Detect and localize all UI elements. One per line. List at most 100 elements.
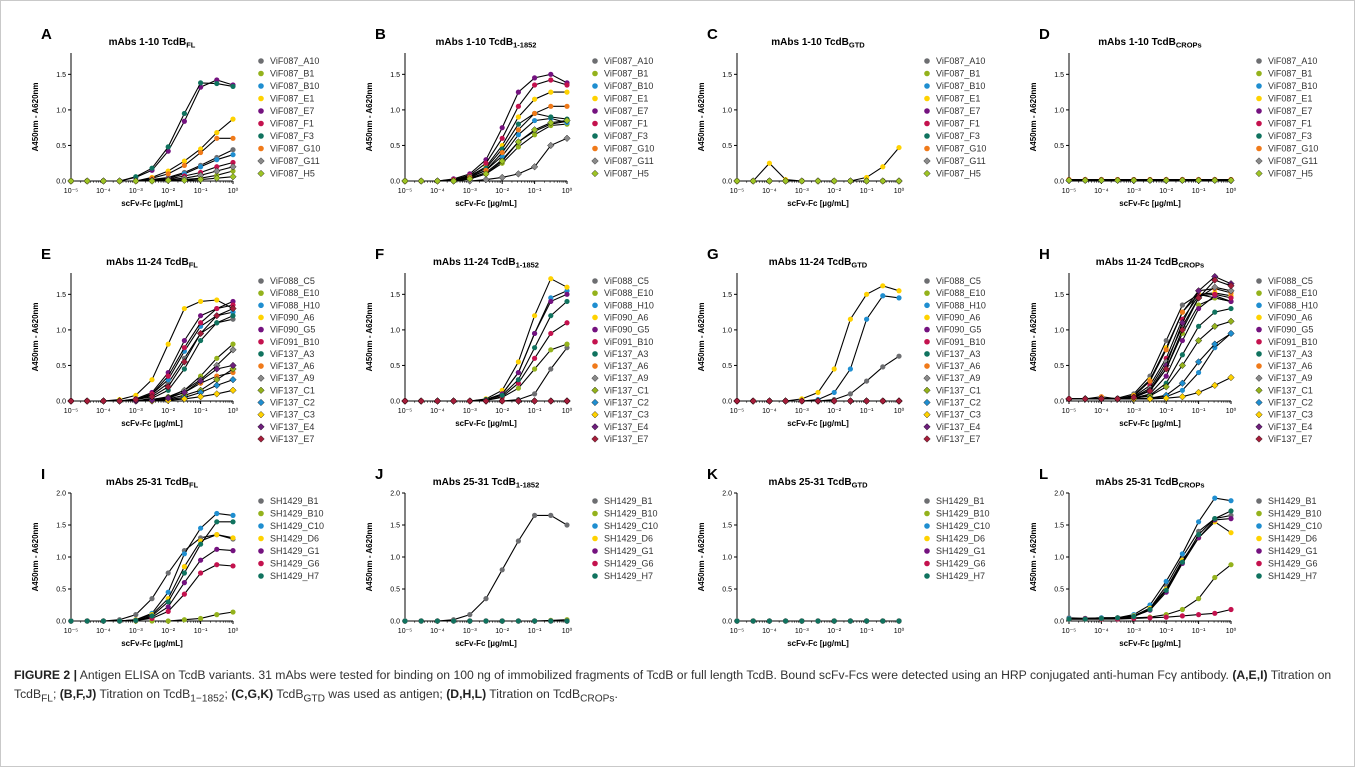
series-line [405,294,567,401]
data-point [1180,388,1185,393]
x-axis-label: scFv-Fc [µg/mL] [455,639,517,648]
legend-marker [258,548,264,554]
panel-title-sub: CROPs [1178,261,1204,270]
x-tick-label: 10⁻² [161,188,175,195]
data-point [880,164,885,169]
series-line [71,535,233,621]
data-point [1180,352,1185,357]
data-point [213,168,220,175]
legend-label: ViF087_E1 [270,94,314,104]
legend-marker [1256,363,1262,369]
legend-label: ViF137_C1 [1268,385,1313,395]
panel-title: mAbs 1-10 TcdBFL [109,37,196,50]
y-tick-label: 0.0 [56,399,66,406]
panel-title-main: mAbs 25-31 TcdB [106,477,189,488]
x-tick-label: 10⁻³ [463,408,477,415]
data-point [1164,347,1169,352]
panel-title-main: mAbs 1-10 TcdB [771,37,849,48]
legend-label: ViF088_E10 [604,288,653,298]
data-point [1212,310,1217,315]
data-point [500,618,505,623]
data-point [516,359,521,364]
data-point [182,345,187,350]
y-tick-label: 0.0 [722,179,732,186]
data-point [467,612,472,617]
caption-ref-1: (B,F,J) [60,687,97,701]
legend-marker [924,351,930,357]
legend-marker [592,387,599,394]
panel-C: CmAbs 1-10 TcdBGTD0.00.51.01.510⁻⁵ 10⁻⁴ 10… [697,26,986,208]
y-tick-label: 0.5 [390,363,400,370]
data-point [1212,575,1217,580]
data-point [166,618,171,623]
y-axis-label: A450nm - A620nm [697,82,706,151]
caption-part-sub: 1−1852 [190,693,224,704]
y-tick-label: 1.0 [390,107,400,114]
panel-letter: F [375,246,384,263]
panel-title-main: mAbs 11-24 TcdB [769,257,852,268]
legend-label: ViF087_H5 [604,169,649,179]
y-tick-label: 1.0 [56,555,66,562]
panel-title-main: mAbs 11-24 TcdB [1096,257,1179,268]
y-tick-label: 1.0 [56,327,66,334]
data-point [1195,177,1202,184]
data-point [896,295,901,300]
data-point [1180,338,1185,343]
legend-label: ViF137_A3 [936,349,980,359]
legend-label: ViF091_B10 [936,337,985,347]
legend-label: ViF137_C2 [1268,398,1313,408]
data-point [198,299,203,304]
x-axis-label: scFv-Fc [µg/mL] [1119,199,1181,208]
legend-marker [592,375,599,382]
series-line [71,138,233,181]
legend-marker [258,363,264,369]
panel-title: mAbs 1-10 TcdB1-1852 [436,37,537,50]
data-point [230,548,235,553]
x-tick-label: 10⁻² [495,408,509,415]
x-tick-label: 10⁻⁵ [64,628,78,635]
panel-title-main: mAbs 11-24 TcdB [106,257,189,268]
y-tick-label: 0.0 [56,179,66,186]
data-point [516,618,521,623]
data-point [548,513,553,518]
legend-label: ViF087_E7 [1268,106,1312,116]
panel-title: mAbs 11-24 TcdB1-1852 [433,257,539,270]
x-axis-label: scFv-Fc [µg/mL] [455,199,517,208]
legend-marker [258,523,264,529]
x-tick-label: 10⁻¹ [1192,188,1206,195]
data-point [734,398,741,405]
data-point [1179,393,1186,400]
x-tick-label: 10⁰ [1226,627,1237,635]
data-point [213,391,220,398]
legend-marker [258,536,264,542]
legend-marker [1256,436,1263,443]
data-point [815,390,820,395]
legend-marker [258,108,264,114]
data-point [783,618,788,623]
data-point [532,513,537,518]
legend-label: SH1429_H7 [1268,571,1317,581]
data-point [1066,616,1071,621]
data-point [847,178,854,185]
x-tick-label: 10⁻⁵ [398,628,412,635]
legend-marker [924,411,931,418]
data-point [1083,616,1088,621]
data-point [880,283,885,288]
data-point [483,618,488,623]
data-point [1082,177,1089,184]
data-point [564,82,569,87]
data-point [1179,177,1186,184]
data-point [402,618,407,623]
x-tick-label: 10⁻⁵ [730,408,744,415]
data-point [1164,615,1169,620]
data-point [84,178,91,185]
y-tick-label: 1.5 [390,292,400,299]
data-point [214,612,219,617]
data-point [198,558,203,563]
x-tick-label: 10⁻³ [1127,188,1141,195]
caption-part-tail: . [615,687,618,701]
y-tick-label: 0.5 [390,587,400,594]
legend-label: ViF091_B10 [604,337,653,347]
legend-label: ViF087_B10 [936,81,985,91]
x-tick-label: 10⁰ [228,627,239,635]
